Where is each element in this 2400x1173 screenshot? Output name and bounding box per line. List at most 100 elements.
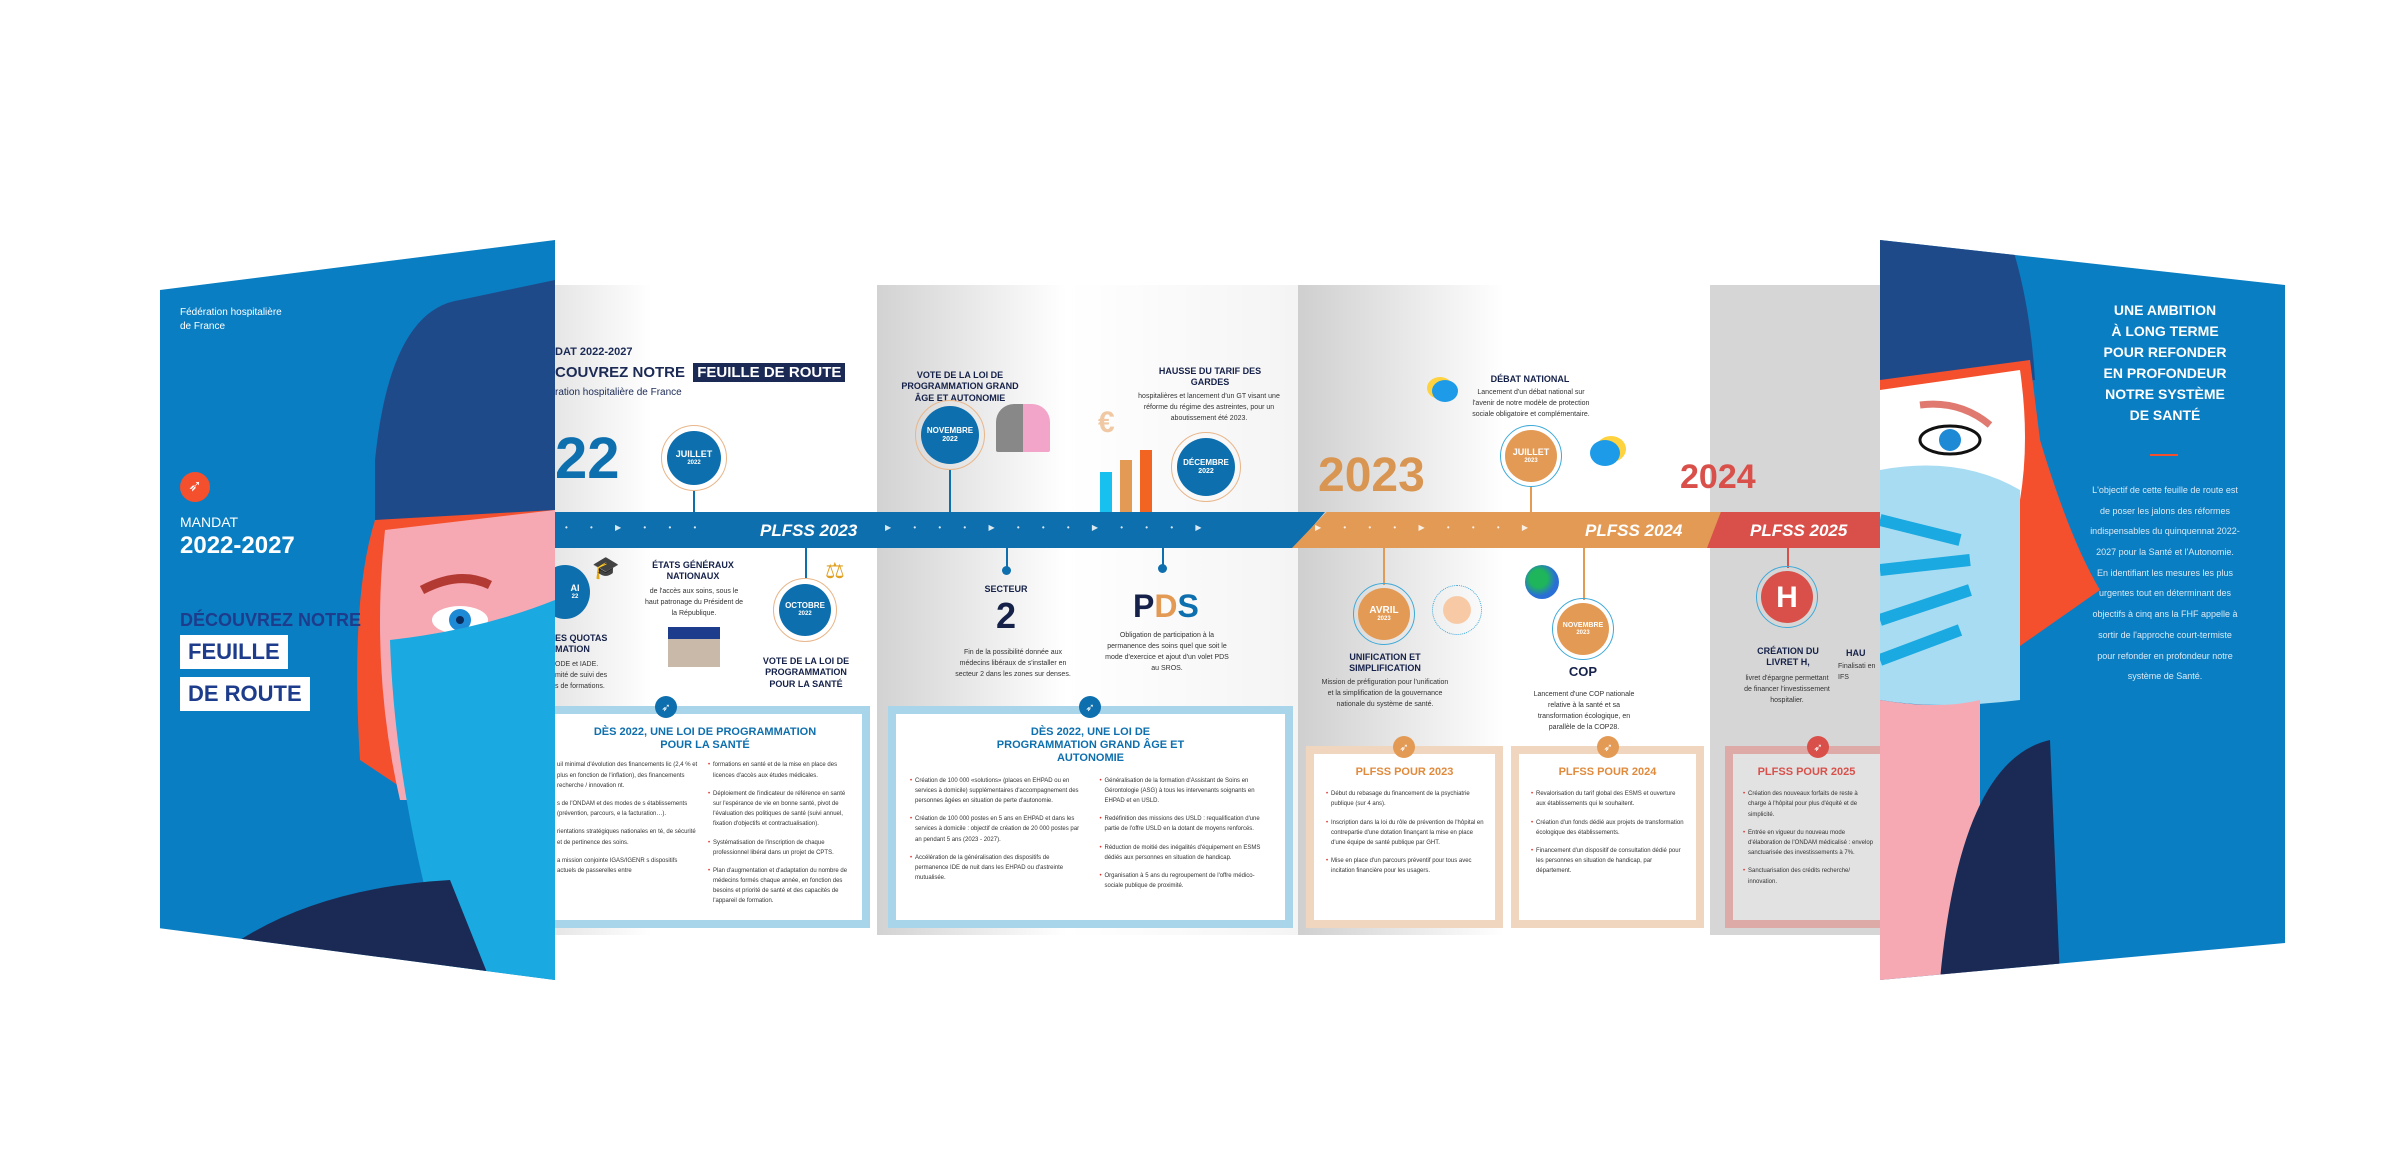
year-2023: 2023 [1318,449,1425,502]
panel1-org: ration hospitalière de France [555,387,682,398]
chat-bubble-icon [1432,380,1458,402]
pds-text: Obligation de participation à la permane… [1105,632,1229,672]
compass-icon: ➶ [1393,736,1415,758]
elderly-couple-icon [996,404,1050,452]
timeline-band-2023 [555,512,1325,548]
novembre-2022-milestone: NOVEMBRE 2022 [921,406,979,464]
compass-icon: ➶ [1807,736,1829,758]
unification-text: Mission de préfiguration pour l'unificat… [1321,679,1449,708]
divider-line [2150,454,2178,456]
parliament-icon [668,627,720,667]
ambition-title: UNE AMBITION À LONG TERME POUR REFONDER EN… [2103,302,2227,423]
ambition-text: L'objectif de cette feuille de route est… [2090,485,2240,682]
graduation-cap-icon: 🎓 [592,555,620,580]
connector [1583,548,1585,600]
avril-2023-milestone: AVRIL 2023 [1358,588,1410,640]
box-col1: Création de 100 000 «solutions» (places … [910,776,1082,900]
euro-icon: € [1098,406,1115,439]
secteur-text: Fin de la possibilité donnée aux médecin… [955,649,1071,678]
juillet-2023-ring [1500,425,1562,487]
box-title: PLFSS POUR 2025 [1757,766,1856,778]
timeline-band-2024 [1292,512,1722,548]
vote-loi-grand-age: VOTE DE LA LOI DE PROGRAMMATION GRAND ÂG… [901,370,1019,403]
compass-icon: ➶ [655,696,677,718]
juillet-2023-milestone: JUILLET 2023 [1505,430,1557,482]
secteur-number: 2 [995,595,1017,636]
box-items: Revalorisation du tarif global des ESMS … [1519,779,1696,876]
mandat-years: 2022-2027 [180,532,295,559]
quotas-text: ODE et IADE. mité de suivi des s de format… [555,661,608,690]
etats-generaux-text: de l'accès aux soins, sous le haut patro… [644,588,744,617]
connector-dot [1158,564,1167,573]
back-cover: UNE AMBITION À LONG TERME POUR REFONDER EN… [1880,240,2285,980]
box-title: DÈS 2022, UNE LOI DE PROGRAMMATION GRAND… [996,726,1185,765]
plfss-2024-label: PLFSS 2024 [1585,521,1683,540]
box-title: PLFSS POUR 2023 [1355,766,1454,778]
box-plfss-2024: PLFSS POUR 2024 Revalorisation du tarif … [1511,746,1704,928]
livret-text: livret d'épargne permettant de financer … [1744,675,1830,704]
front-cover: Fédération hospitalière de France ➶ MANDA… [160,240,555,980]
box-loi-sante: DÈS 2022, UNE LOI DE PROGRAMMATION POUR … [548,706,870,928]
novembre-2023-ring [1552,598,1614,660]
panel1-decouvrez: COUVREZ NOTRE [555,364,686,381]
org-name: Fédération hospitalière de France [180,307,282,332]
vote-loi-sante: VOTE DE LA LOI DE PROGRAMMATION POUR LA … [762,656,850,689]
cop-title: COP [1568,664,1598,679]
connector-dot [1002,566,1011,575]
box-items: Début du rebasage du financement de la p… [1314,779,1495,876]
connector [1787,548,1789,568]
timeline-dots: ▶ • • • ▶ • • • ▶ • • • ▶ [885,523,1212,532]
juillet-2022-ring [661,425,727,491]
compass-icon: ➶ [180,472,210,502]
mandat-label: MANDAT [180,514,239,530]
connector [1006,548,1008,568]
feuille-label: FEUILLE [180,635,288,669]
nurse-face-illustration [190,280,555,980]
compass-icon: ➶ [1079,696,1101,718]
box-col1: uil minimal d'évolution des financements… [552,760,698,914]
decembre-2022-ring [1171,432,1241,502]
plfss-2023-label: PLFSS 2023 [760,521,858,540]
cop-text: Lancement d'une COP nationale relative à… [1533,691,1635,731]
box-title: DÈS 2022, UNE LOI DE PROGRAMMATION POUR … [593,726,817,752]
plfss-2025-label: PLFSS 2025 [1750,521,1848,540]
hausse-title: HAUSSE DU TARIF DES GARDES [1158,366,1262,388]
secteur-title: SECTEUR [984,584,1028,594]
hau-text: Finalisati en IFS [1838,663,1876,681]
globe-icon [1525,565,1559,599]
quotas-title: ES QUOTAS MATION [555,633,608,655]
hausse-text: hospitalières et lancement d'un GT visan… [1138,393,1280,422]
handshake-icon [1432,585,1482,635]
novembre-2022-ring [915,400,985,470]
de-route-label: DE ROUTE [180,677,310,711]
panel1-heading: COUVREZ NOTRE FEUILLE DE ROUTE [555,363,846,382]
box-items: Création des nouveaux forfaits de reste … [1733,779,1880,887]
box-grand-age: DÈS 2022, UNE LOI DE PROGRAMMATION GRAND… [888,706,1293,928]
juillet-2022-milestone: JUILLET 2022 [667,431,721,485]
avril-2023-ring [1353,583,1415,645]
timeline-dots: ▶ • • • ▶ • • • ▶ [1315,523,1539,532]
nurse-face-illustration [1880,240,2100,980]
hau-title: HAU [1846,648,1866,658]
timeline-band-2025 [1707,512,1880,548]
box-col2: formations en santé et de la mise en pla… [708,760,854,914]
year-2022: 22 [555,426,620,491]
hospital-h-icon: H [1761,571,1813,623]
livret-title: CRÉATION DU LIVRET H, [1757,646,1819,668]
box-title: PLFSS POUR 2024 [1558,766,1657,778]
decouvrez-notre: DÉCOUVREZ NOTRE [180,610,362,630]
chat-bubble-icon [1590,440,1620,466]
box-plfss-2023: PLFSS POUR 2023 Début du rebasage du fin… [1306,746,1503,928]
livret-h-ring [1756,566,1818,628]
connector [1530,487,1532,512]
debat-title: DÉBAT NATIONAL [1490,374,1570,384]
connector [805,548,807,578]
octobre-2022-ring [773,578,837,642]
box-plfss-2025: PLFSS POUR 2025 Création des nouveaux fo… [1725,746,1880,928]
chart-bars-icon [1100,440,1160,512]
connector [1162,548,1164,566]
octobre-2022-milestone: OCTOBRE 2022 [779,584,831,636]
connector [949,470,951,512]
decembre-2022-milestone: DÉCEMBRE 2022 [1177,438,1235,496]
compass-icon: ➶ [1597,736,1619,758]
